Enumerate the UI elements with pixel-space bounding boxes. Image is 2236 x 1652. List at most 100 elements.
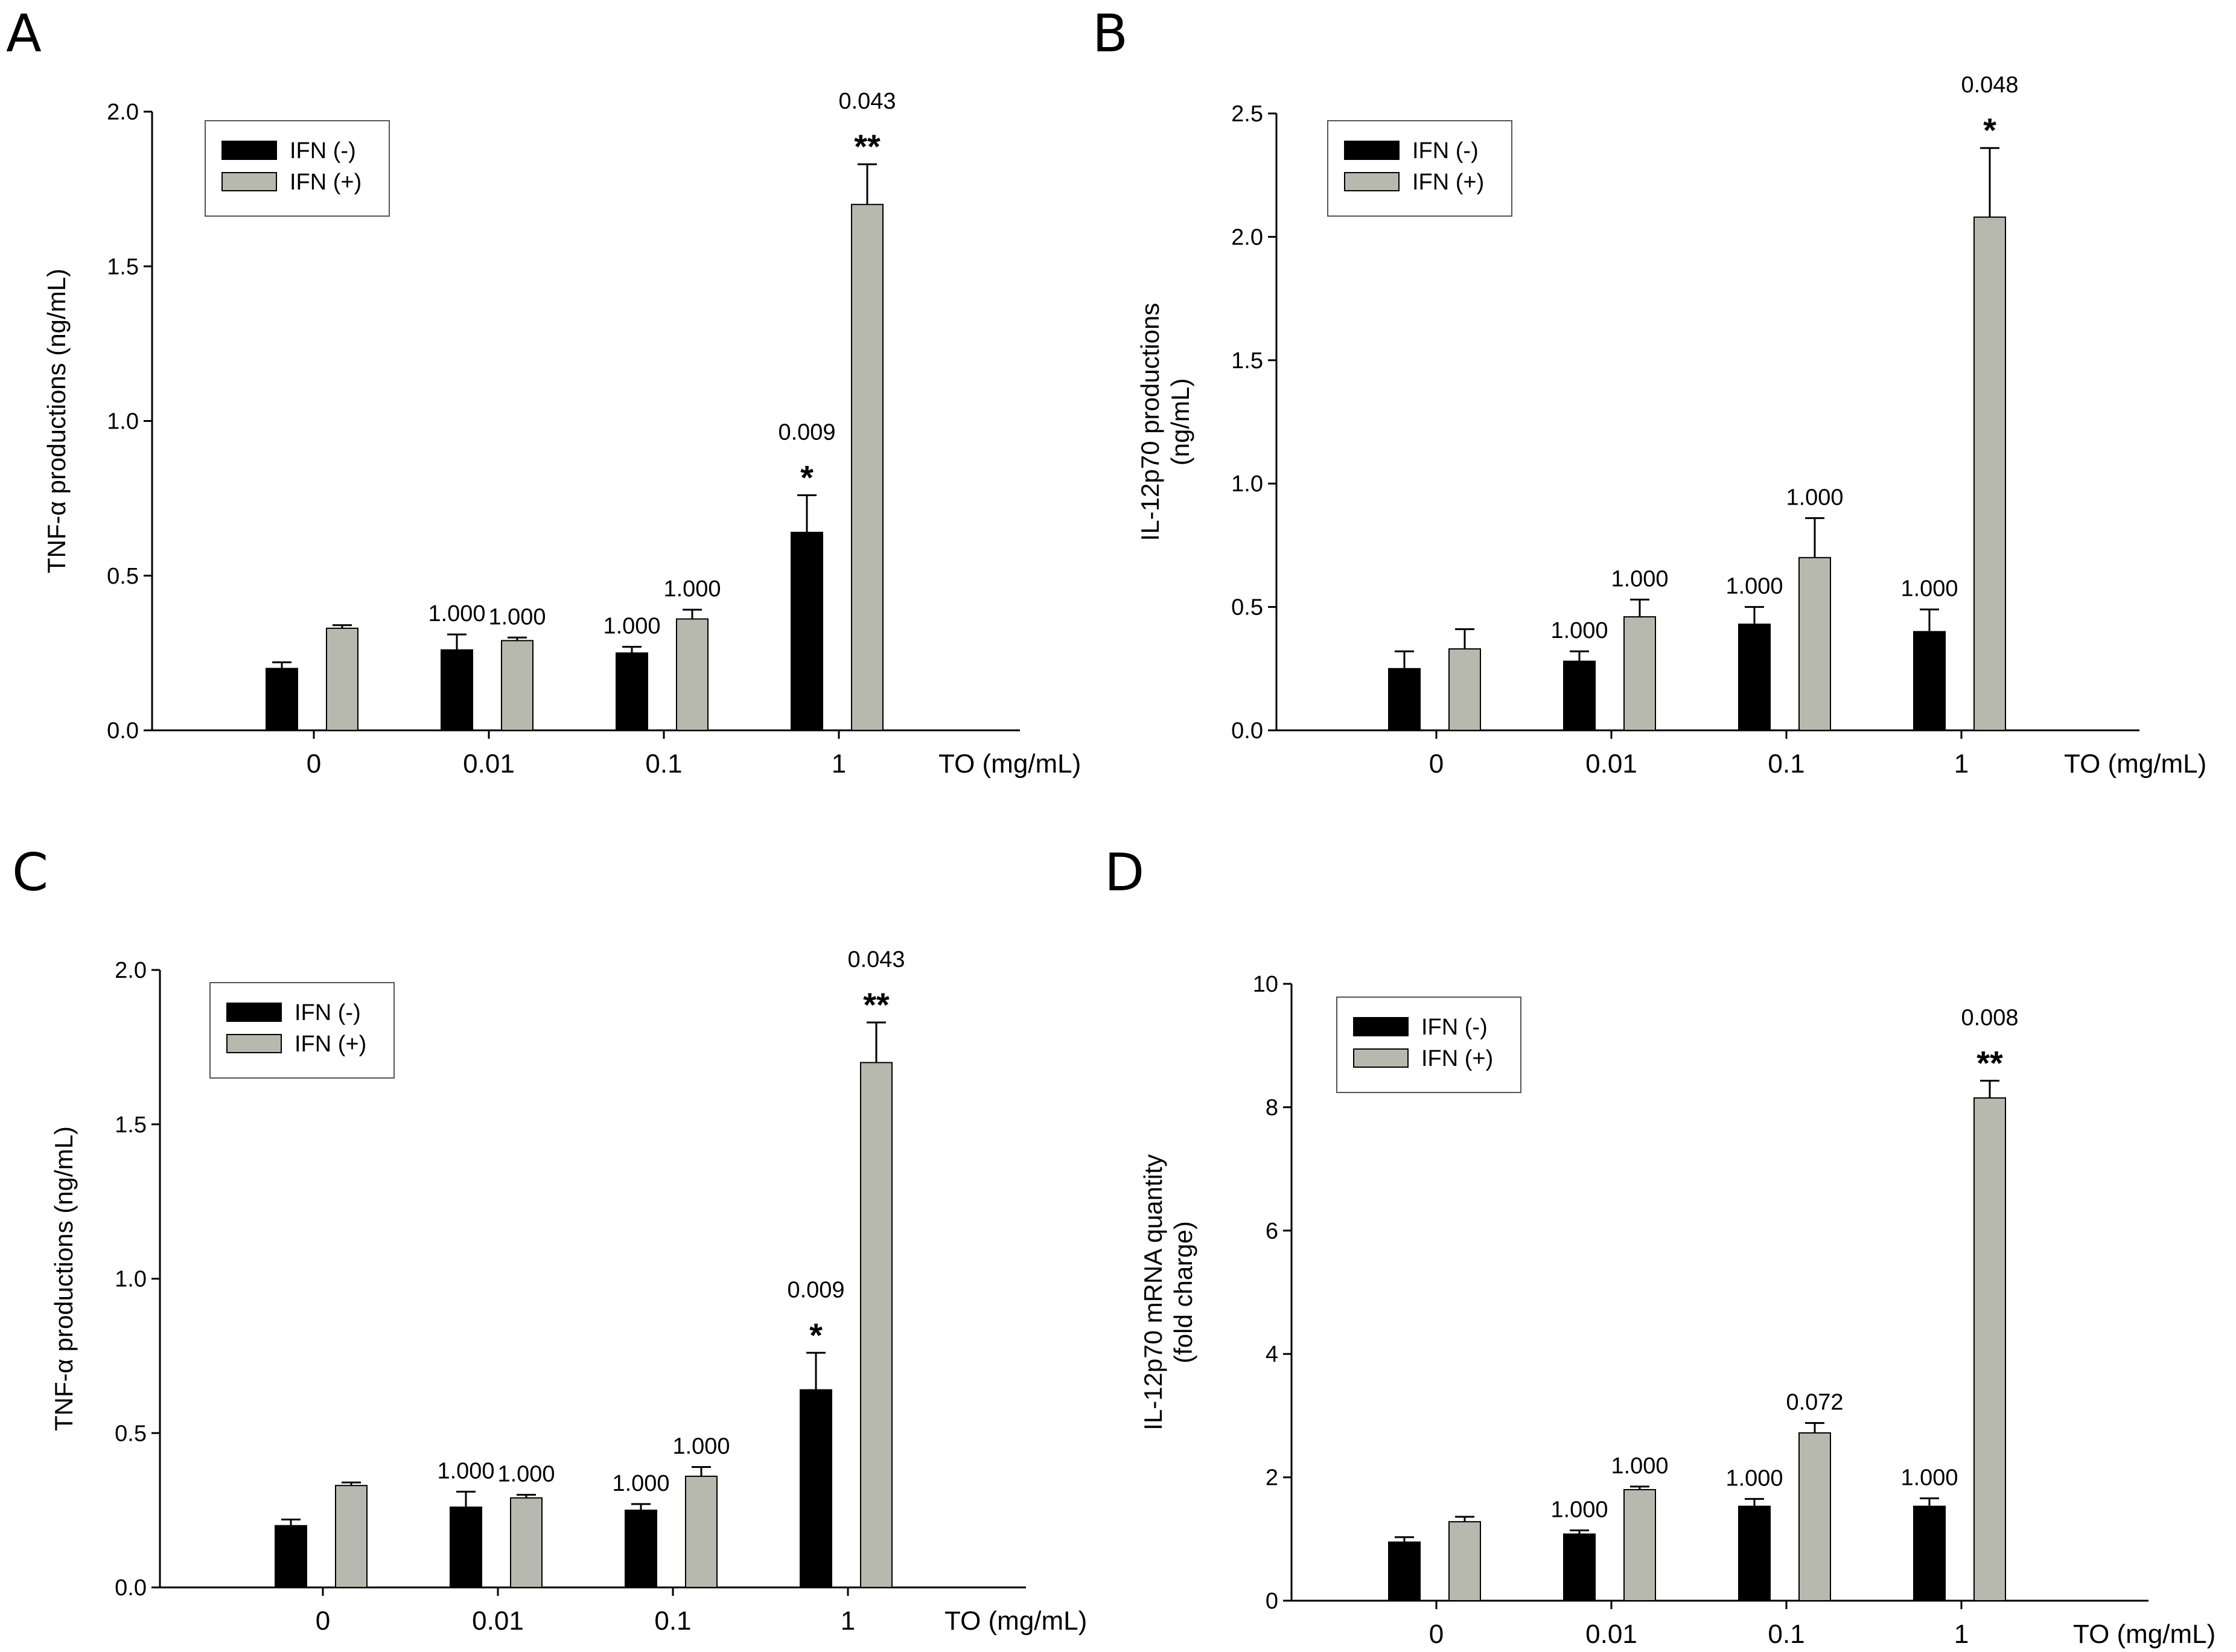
legend-label: IFN (+) bbox=[1412, 170, 1484, 195]
x-tick-label: 0.01 bbox=[1585, 1619, 1637, 1649]
p-value-label: 1.000 bbox=[497, 1462, 555, 1487]
p-value-label: 1.000 bbox=[1550, 1497, 1608, 1522]
bar-ifn-pos bbox=[1798, 1432, 1831, 1602]
y-axis-label: (fold charge) bbox=[1169, 1221, 1197, 1363]
significance-star: * bbox=[1983, 111, 1996, 149]
significance-star: ** bbox=[1976, 1044, 2003, 1082]
legend-label: IFN (-) bbox=[1412, 138, 1479, 164]
legend-swatch bbox=[1344, 141, 1400, 160]
p-value-label: 0.009 bbox=[787, 1277, 844, 1303]
bar-ifn-pos bbox=[335, 1485, 368, 1589]
chart-panel-a: A 0.0 0.5 1.0 1.5 2.0 TNF-α productions (ng/mL… bbox=[6, 4, 1081, 779]
x-tick-label: 0 bbox=[1429, 1619, 1444, 1649]
y-axis-label: TNF-α productions (ng/mL) bbox=[49, 1126, 78, 1431]
p-value-label: 0.043 bbox=[847, 947, 905, 972]
p-value-label: 1.000 bbox=[437, 1458, 494, 1484]
bar-ifn-pos bbox=[1973, 216, 2006, 732]
y-tick-label: 1.5 bbox=[1231, 348, 1263, 374]
bar-ifn-pos bbox=[1448, 648, 1481, 731]
bar-ifn-neg bbox=[266, 668, 298, 731]
x-tick-label: 0.01 bbox=[1585, 749, 1637, 779]
p-value-label: 1.000 bbox=[1725, 1465, 1783, 1491]
y-tick-label: 4 bbox=[1266, 1342, 1278, 1367]
bar-ifn-pos bbox=[326, 627, 358, 731]
bar-ifn-neg bbox=[275, 1525, 307, 1588]
bar-ifn-pos bbox=[1973, 1097, 2006, 1601]
bar-ifn-pos bbox=[860, 1062, 893, 1588]
legend-label: IFN (-) bbox=[1421, 1015, 1488, 1040]
p-value-label: 1.000 bbox=[1550, 618, 1608, 643]
bar-ifn-pos bbox=[851, 203, 884, 731]
bar-ifn-pos bbox=[676, 618, 709, 731]
bar-ifn-neg bbox=[800, 1389, 832, 1588]
x-axis-label: TO (mg/mL) bbox=[938, 749, 1081, 779]
y-tick-label: 1.0 bbox=[107, 409, 139, 435]
chart-panel-b: B 0.0 0.5 1.0 1.5 2.0 2.5 IL-12p70 productions(… bbox=[1092, 4, 2206, 779]
bar-ifn-neg bbox=[625, 1510, 657, 1588]
y-tick-label: 2.5 bbox=[1231, 101, 1263, 127]
panel-letter: D bbox=[1104, 843, 1144, 903]
p-value-label: 1.000 bbox=[663, 576, 721, 602]
x-tick-label: 0.01 bbox=[463, 749, 515, 779]
p-value-label: 1.000 bbox=[612, 1471, 669, 1496]
y-tick-label: 0.5 bbox=[1231, 595, 1263, 620]
x-tick-label: 0.1 bbox=[645, 749, 682, 779]
x-tick-label: 1 bbox=[832, 749, 846, 779]
y-axis-label: IL-12p70 productions bbox=[1136, 303, 1164, 541]
p-value-label: 0.072 bbox=[1786, 1390, 1843, 1415]
panel-letter: A bbox=[6, 4, 42, 64]
x-tick-label: 1 bbox=[841, 1606, 855, 1636]
p-value-label: 1.000 bbox=[1900, 1465, 1958, 1490]
y-axis-label: (ng/mL) bbox=[1166, 378, 1194, 466]
bar-ifn-pos bbox=[1623, 616, 1656, 732]
significance-star: ** bbox=[863, 986, 890, 1024]
significance-star: * bbox=[809, 1316, 823, 1354]
y-axis-label: TNF-α productions (ng/mL) bbox=[42, 269, 71, 573]
p-value-label: 1.000 bbox=[1611, 1453, 1668, 1479]
y-tick-label: 0 bbox=[1266, 1589, 1278, 1614]
y-tick-label: 0.5 bbox=[115, 1421, 147, 1446]
y-tick-label: 10 bbox=[1253, 972, 1278, 997]
p-value-label: 1.000 bbox=[1900, 576, 1958, 602]
p-value-label: 1.000 bbox=[1611, 566, 1668, 592]
p-value-label: 1.000 bbox=[1786, 485, 1843, 510]
p-value-label: 0.009 bbox=[778, 420, 835, 445]
bar-ifn-neg bbox=[1738, 623, 1771, 731]
legend-swatch bbox=[221, 141, 277, 160]
bar-ifn-neg bbox=[1388, 668, 1421, 732]
x-axis-label: TO (mg/mL) bbox=[944, 1606, 1087, 1636]
p-value-label: 0.048 bbox=[1961, 72, 2018, 98]
bar-ifn-neg bbox=[1738, 1505, 1771, 1602]
p-value-label: 1.000 bbox=[672, 1434, 730, 1459]
x-tick-label: 0.01 bbox=[472, 1606, 524, 1636]
bar-ifn-pos bbox=[685, 1475, 718, 1589]
bar-ifn-neg bbox=[441, 649, 473, 731]
x-tick-label: 1 bbox=[1954, 749, 1969, 779]
x-tick-label: 1 bbox=[1954, 1619, 1969, 1649]
panel-letter: C bbox=[12, 843, 48, 903]
x-axis-label: TO (mg/mL) bbox=[2073, 1619, 2215, 1649]
legend-box bbox=[1327, 120, 1512, 217]
y-tick-label: 0.0 bbox=[107, 718, 139, 744]
y-tick-label: 1.5 bbox=[107, 254, 139, 279]
legend-swatch bbox=[226, 1003, 282, 1022]
y-tick-label: 2.0 bbox=[115, 958, 147, 983]
legend-label: IFN (-) bbox=[290, 138, 356, 164]
bar-ifn-neg bbox=[450, 1507, 482, 1589]
legend-box bbox=[205, 120, 390, 217]
y-axis-label: IL-12p70 mRNA quantity bbox=[1139, 1154, 1167, 1430]
y-tick-label: 0.5 bbox=[107, 564, 139, 589]
significance-star: ** bbox=[854, 127, 881, 165]
y-tick-label: 2.0 bbox=[107, 100, 139, 125]
significance-star: * bbox=[800, 459, 814, 497]
legend-box bbox=[209, 982, 395, 1079]
legend-swatch bbox=[1353, 1017, 1409, 1036]
legend-label: IFN (+) bbox=[290, 170, 362, 195]
bar-ifn-neg bbox=[1388, 1541, 1421, 1601]
bar-ifn-neg bbox=[1563, 660, 1596, 732]
bar-ifn-neg bbox=[1563, 1533, 1596, 1602]
bar-ifn-pos bbox=[1798, 557, 1831, 732]
bar-ifn-pos bbox=[510, 1497, 543, 1589]
y-tick-label: 2 bbox=[1266, 1465, 1278, 1491]
bar-ifn-neg bbox=[1913, 1505, 1946, 1602]
